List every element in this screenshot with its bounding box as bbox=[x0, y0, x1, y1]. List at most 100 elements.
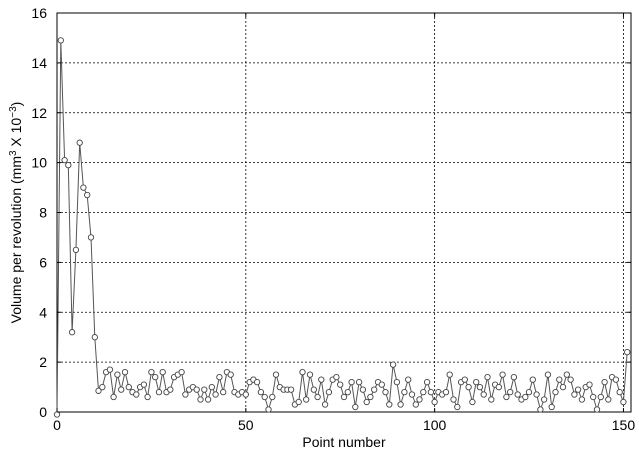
data-point-18 bbox=[121, 368, 129, 376]
data-point-19 bbox=[125, 383, 132, 391]
data-point-57 bbox=[269, 393, 276, 401]
data-point-21 bbox=[133, 391, 140, 398]
data-point-95 bbox=[412, 401, 419, 408]
data-point-56 bbox=[265, 406, 272, 413]
data-point-78 bbox=[348, 378, 355, 386]
data-point-16 bbox=[114, 371, 121, 378]
data-point-135 bbox=[563, 371, 570, 378]
data-point-81 bbox=[359, 386, 367, 393]
data-point-39 bbox=[201, 386, 208, 393]
data-point-54 bbox=[257, 388, 265, 396]
data-point-5 bbox=[72, 246, 80, 254]
data-point-46 bbox=[227, 371, 234, 378]
y-tick-label: 16 bbox=[31, 5, 47, 21]
data-point-106 bbox=[454, 403, 461, 411]
x-tick-label: 100 bbox=[423, 417, 447, 433]
y-axis-label-sup1: 3 bbox=[8, 150, 19, 156]
data-point-2 bbox=[61, 156, 68, 164]
data-point-3 bbox=[65, 161, 72, 169]
data-point-113 bbox=[480, 391, 487, 398]
y-axis-label-end: ) bbox=[8, 102, 24, 107]
data-point-44 bbox=[220, 388, 227, 396]
data-point-126 bbox=[529, 376, 536, 383]
data-point-28 bbox=[159, 368, 166, 376]
data-point-67 bbox=[306, 371, 314, 378]
data-point-103 bbox=[442, 388, 450, 396]
data-point-79 bbox=[352, 403, 359, 411]
data-point-84 bbox=[371, 386, 378, 393]
y-tick-label: 14 bbox=[31, 55, 47, 71]
data-point-89 bbox=[389, 361, 397, 368]
data-point-105 bbox=[450, 396, 457, 403]
y-tick-label: 0 bbox=[39, 404, 47, 420]
data-point-24 bbox=[144, 393, 151, 401]
data-point-129 bbox=[540, 396, 548, 403]
data-point-94 bbox=[408, 391, 416, 398]
data-point-34 bbox=[182, 391, 189, 398]
data-point-72 bbox=[325, 388, 333, 396]
data-point-111 bbox=[473, 378, 480, 386]
data-point-66 bbox=[303, 396, 310, 403]
data-point-27 bbox=[155, 388, 163, 396]
data-point-40 bbox=[204, 396, 212, 403]
data-point-134 bbox=[559, 383, 567, 391]
data-point-110 bbox=[469, 398, 476, 406]
data-point-50 bbox=[242, 391, 249, 398]
data-point-146 bbox=[605, 396, 612, 403]
data-point-75 bbox=[337, 381, 344, 388]
data-point-150 bbox=[620, 398, 627, 406]
data-point-9 bbox=[87, 234, 95, 241]
data-point-25 bbox=[148, 368, 155, 376]
data-point-92 bbox=[401, 388, 408, 396]
data-point-136 bbox=[567, 376, 574, 383]
data-point-37 bbox=[193, 386, 200, 393]
data-point-58 bbox=[272, 371, 280, 378]
data-point-130 bbox=[544, 371, 552, 378]
data-point-65 bbox=[299, 368, 306, 376]
y-axis-label-mid: X 10 bbox=[8, 118, 24, 151]
y-axis-label-main: Volume per revolution (mm bbox=[8, 156, 24, 323]
y-tick-label: 6 bbox=[39, 254, 47, 270]
data-point-68 bbox=[310, 386, 317, 393]
data-point-98 bbox=[423, 378, 431, 386]
data-point-33 bbox=[178, 368, 185, 376]
data-point-133 bbox=[556, 376, 563, 383]
data-point-117 bbox=[495, 383, 502, 391]
data-point-14 bbox=[106, 366, 114, 373]
data-point-1 bbox=[57, 37, 64, 44]
data-point-128 bbox=[537, 406, 544, 413]
data-point-83 bbox=[367, 393, 374, 401]
data-point-10 bbox=[91, 334, 98, 341]
y-axis-label-sup2: −3 bbox=[8, 106, 19, 118]
x-axis-ticks: 0 50 100 150 bbox=[53, 13, 635, 433]
y-tick-label: 12 bbox=[31, 105, 47, 121]
grid-lines bbox=[57, 13, 631, 412]
data-point-145 bbox=[601, 378, 608, 386]
series-line bbox=[56, 40, 628, 415]
data-point-131 bbox=[548, 403, 555, 411]
data-point-30 bbox=[167, 386, 174, 393]
y-tick-label: 10 bbox=[31, 155, 47, 171]
series-markers bbox=[53, 37, 631, 418]
data-point-151 bbox=[624, 348, 631, 356]
data-point-108 bbox=[461, 376, 468, 383]
data-point-118 bbox=[499, 371, 506, 378]
data-point-88 bbox=[386, 401, 393, 408]
x-tick-label: 0 bbox=[53, 417, 61, 433]
data-point-96 bbox=[416, 396, 423, 403]
data-point-76 bbox=[340, 393, 348, 401]
data-point-71 bbox=[321, 401, 329, 408]
data-point-120 bbox=[507, 388, 514, 396]
data-point-15 bbox=[110, 393, 117, 401]
data-point-53 bbox=[253, 378, 261, 386]
data-point-43 bbox=[216, 373, 223, 381]
x-tick-label: 150 bbox=[612, 417, 636, 433]
data-point-124 bbox=[522, 393, 529, 401]
data-point-41 bbox=[208, 383, 215, 391]
y-tick-label: 2 bbox=[39, 354, 47, 370]
data-point-109 bbox=[465, 383, 472, 391]
y-axis-label: Volume per revolution (mm3 X 10−3) bbox=[8, 102, 25, 324]
data-point-17 bbox=[118, 386, 125, 393]
data-point-138 bbox=[574, 386, 582, 393]
